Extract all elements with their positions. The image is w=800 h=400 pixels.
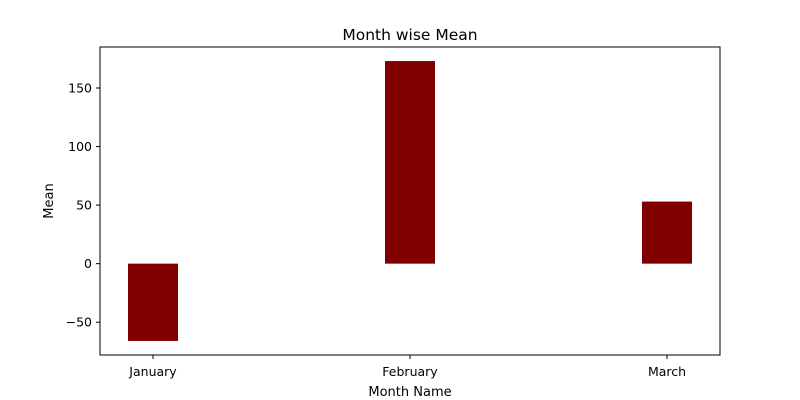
bars-group: [128, 61, 692, 341]
y-axis: −50 0 50 100 150: [66, 80, 100, 330]
x-axis: January February March: [128, 355, 686, 379]
bar-january: [128, 263, 178, 341]
y-tick-label: −50: [66, 315, 92, 330]
x-tick-label: March: [648, 364, 686, 379]
plot-frame: [99, 46, 721, 356]
y-tick-label: 0: [84, 256, 92, 271]
y-tick-label: 100: [68, 139, 92, 154]
chart-title: Month wise Mean: [342, 26, 477, 44]
bar-february: [385, 61, 435, 264]
y-tick-label: 50: [76, 198, 92, 213]
x-tick-label: January: [128, 364, 177, 379]
y-axis-label: Mean: [42, 183, 57, 218]
y-tick-label: 150: [68, 80, 92, 95]
x-tick-label: February: [382, 364, 438, 379]
x-axis-label: Month Name: [368, 385, 451, 400]
bar-march: [642, 201, 692, 264]
